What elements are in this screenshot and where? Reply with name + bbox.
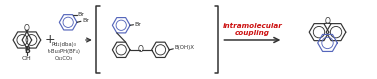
Text: intramolecular
coupling: intramolecular coupling: [222, 23, 282, 36]
Text: Pd₂(dba)₃
t-Bu₃PH(BF₄)
Cs₂CO₃: Pd₂(dba)₃ t-Bu₃PH(BF₄) Cs₂CO₃: [48, 42, 81, 61]
Text: O: O: [325, 17, 331, 26]
Text: O: O: [138, 45, 144, 54]
Text: Br: Br: [134, 22, 141, 27]
Text: B: B: [24, 46, 30, 55]
Text: B(OH)X: B(OH)X: [174, 45, 194, 50]
Text: Br: Br: [78, 12, 84, 17]
Text: O: O: [24, 24, 30, 33]
Text: OH: OH: [22, 56, 32, 61]
Text: Br: Br: [82, 18, 89, 23]
Text: +: +: [44, 33, 55, 46]
